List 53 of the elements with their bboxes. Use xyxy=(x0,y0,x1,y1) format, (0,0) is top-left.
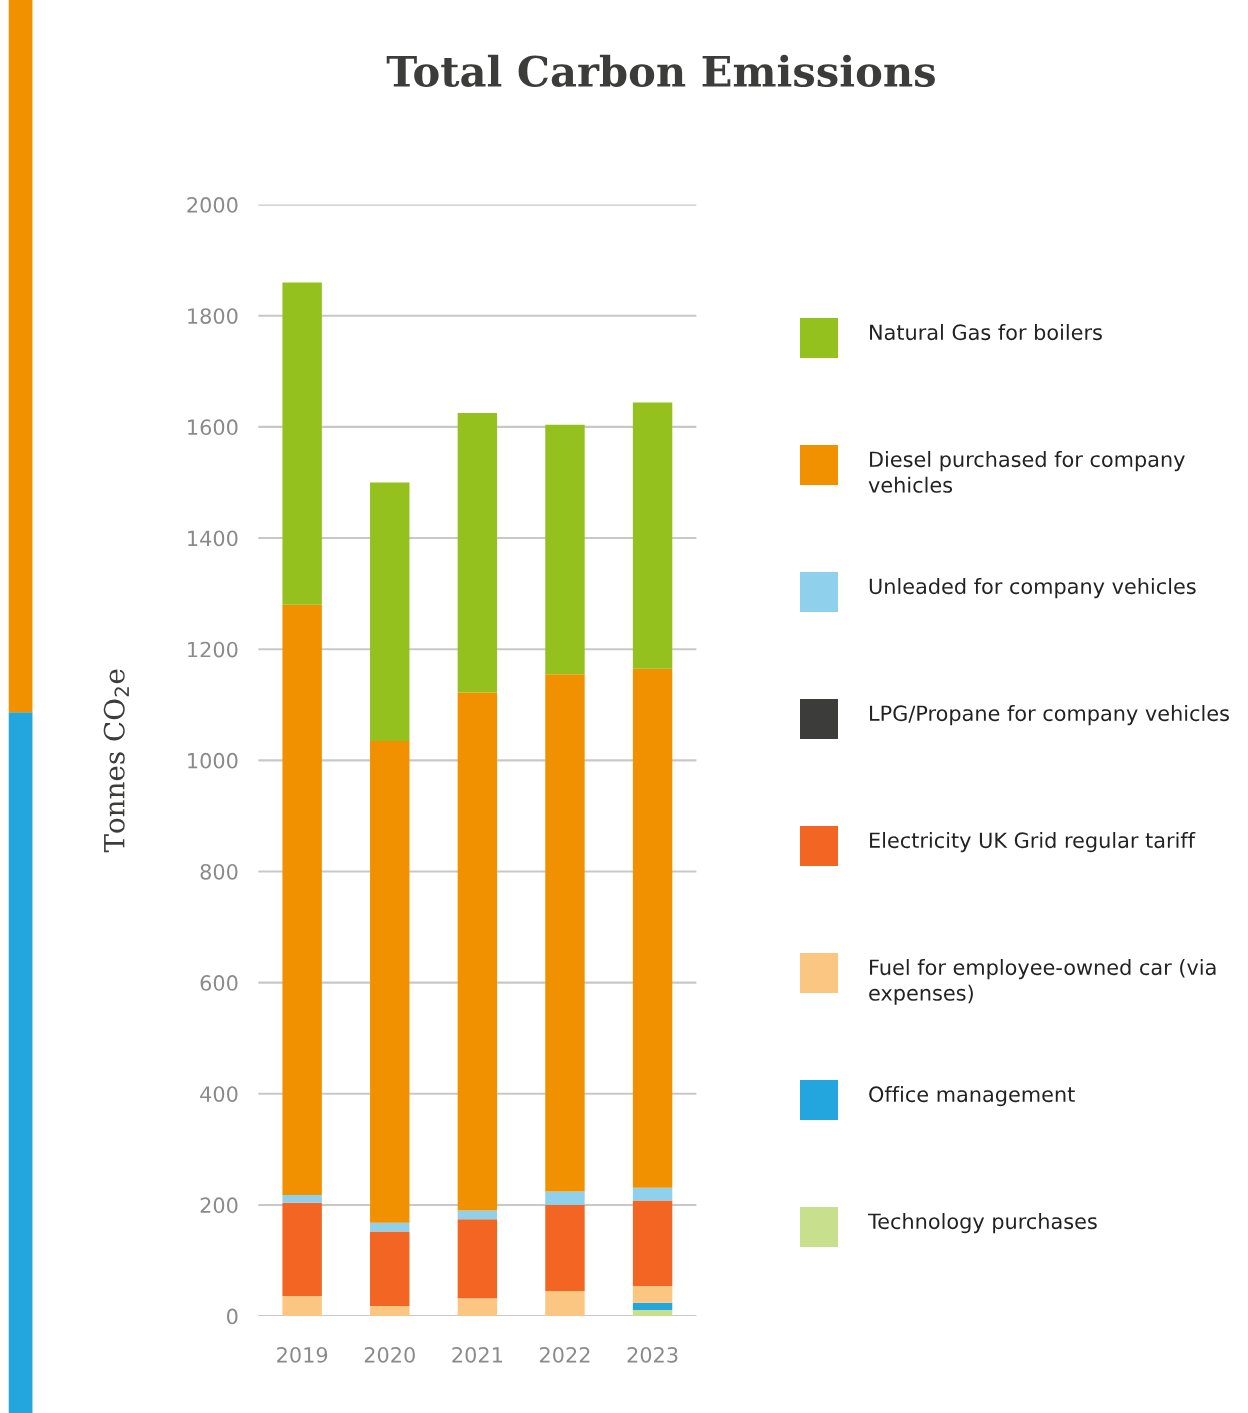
x-tick-label: 2022 xyxy=(539,1346,590,1363)
y-tick-label: 1200 xyxy=(188,641,238,658)
bar xyxy=(632,402,673,669)
x-tick-label: 2021 xyxy=(452,1346,502,1363)
bar xyxy=(632,1286,673,1303)
bar xyxy=(632,1309,673,1317)
y-tick-label: 2000 xyxy=(187,197,238,213)
y-axis-title: Tonnes CO$_{2}$e xyxy=(103,669,129,853)
bar xyxy=(370,1306,410,1317)
legend-label: Diesel purchased for company vehicles xyxy=(868,451,1185,493)
y-tick-label: 0 xyxy=(227,1308,238,1325)
bar xyxy=(457,692,498,1211)
bar xyxy=(457,1219,498,1299)
legend-label: Unleaded for company vehicles xyxy=(869,578,1196,599)
bar xyxy=(282,604,322,1195)
bar xyxy=(457,413,498,693)
bar xyxy=(545,1204,585,1292)
bar xyxy=(282,282,322,605)
bar xyxy=(370,740,410,1223)
bar xyxy=(370,1231,410,1307)
bar xyxy=(457,1298,498,1317)
x-tick-label: 2019 xyxy=(277,1346,328,1363)
y-tick-label: 1800 xyxy=(188,308,238,324)
y-tick-label: 1400 xyxy=(188,530,238,547)
legend-label: Electricity UK Grid regular tariff xyxy=(870,832,1196,853)
legend-label: Technology purchases xyxy=(867,1213,1097,1234)
bar xyxy=(457,1210,498,1220)
legend-label: Natural Gas for boilers xyxy=(870,324,1102,341)
bar xyxy=(632,668,673,1188)
bar xyxy=(370,482,410,741)
bar xyxy=(632,1200,673,1287)
bar xyxy=(282,1194,322,1203)
bar xyxy=(370,1222,410,1232)
y-tick-label: 800 xyxy=(200,863,238,880)
legend-label: Fuel for employee-owned car (via expenses) xyxy=(869,959,1216,1005)
y-tick-label: 400 xyxy=(200,1086,238,1102)
y-tick-label: 1600 xyxy=(188,419,238,436)
x-tick-label: 2020 xyxy=(364,1346,415,1363)
chart-title: Total Carbon Emissions xyxy=(386,54,935,87)
bar xyxy=(545,674,585,1192)
y-tick-label: 600 xyxy=(200,975,238,991)
legend-label: LPG/Propane for company vehicles xyxy=(870,705,1229,726)
bar xyxy=(545,1191,585,1205)
bar xyxy=(282,1202,322,1297)
bar xyxy=(632,1302,673,1310)
x-tick-label: 2023 xyxy=(627,1346,678,1363)
bar xyxy=(545,424,585,675)
y-tick-label: 200 xyxy=(200,1197,238,1214)
bar xyxy=(545,1291,585,1317)
y-tick-label: 1000 xyxy=(188,752,238,769)
legend-label: Office management xyxy=(869,1086,1075,1107)
bar xyxy=(632,1187,673,1201)
bar xyxy=(282,1296,322,1317)
